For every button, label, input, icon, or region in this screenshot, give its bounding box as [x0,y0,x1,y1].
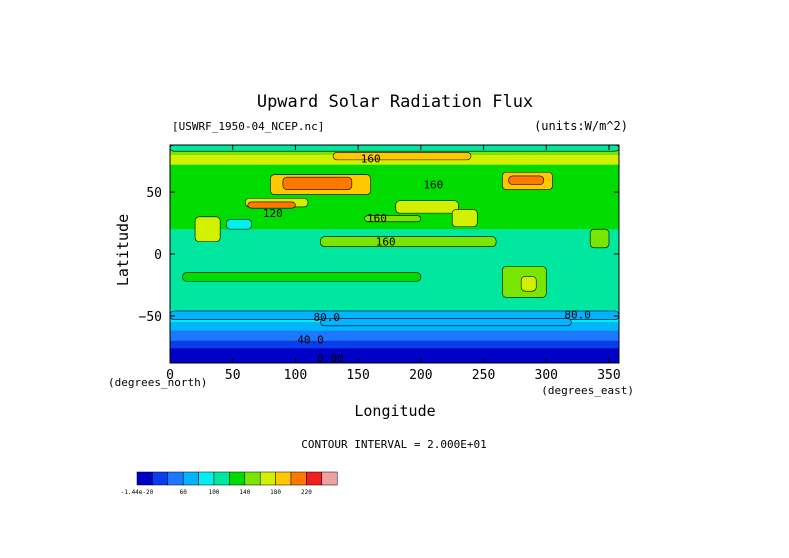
flux-region [395,200,459,214]
y-tick-label: 50 [146,186,162,201]
chart-units: (units:W/m^2) [534,119,628,133]
flux-region [589,228,610,249]
flux-region [451,209,478,228]
contour-labels: 160 160 160 160 120 80.0 80.0 40.0 0.00 [263,153,591,365]
colorbar-swatch [182,471,199,486]
chart-subtitle-file: [USWRF_1950-04_NCEP.nc] [172,120,324,133]
colorbar-label: 100 [209,489,220,496]
y-axis-note: (degrees_north) [108,376,207,389]
x-axis-note: (degrees_east) [541,384,634,397]
chart-title: Upward Solar Radiation Flux [257,92,533,112]
colorbar-label: 180 [270,489,281,496]
x-tick-label: 150 [346,368,369,383]
flux-region [364,215,422,223]
flux-region [508,175,545,185]
colorbar: -1.44e-20 60 100 140 180 220 [121,471,338,496]
contour-label: 160 [376,236,396,249]
x-axis: 0 50 100 150 200 250 300 350 [166,145,621,383]
latitude-band [170,348,619,363]
colorbar-swatch [136,471,153,486]
colorbar-swatch [167,471,184,486]
plot-area: 160 160 160 160 120 80.0 80.0 40.0 0.00 [169,144,620,365]
y-tick-label: −50 [139,310,162,325]
contour-label: 160 [423,179,443,192]
latitude-band [170,297,619,310]
latitude-band [170,330,619,341]
colorbar-swatch [290,471,307,486]
contour-label: 80.0 [564,309,591,322]
flux-regions [169,144,620,327]
contour-label: 160 [367,212,387,225]
x-tick-label: 200 [409,368,432,383]
colorbar-label: 60 [180,489,188,496]
colorbar-label: -1.44e-20 [121,489,154,496]
latitude-band [170,278,619,298]
latitude-band [170,322,619,331]
colorbar-label: 140 [239,489,250,496]
flux-region [169,144,620,152]
flux-region [182,272,422,282]
colorbar-swatch [213,471,230,486]
flux-region [320,236,497,247]
x-tick-label: 0 [166,368,174,383]
flux-region [226,219,252,230]
contour-label: 0.00 [317,352,344,365]
contour-label: 80.0 [314,311,341,324]
flux-region [320,318,572,327]
colorbar-swatch [321,471,338,486]
y-axis-label: Latitude [114,214,132,286]
y-tick-label: 0 [154,248,162,263]
flux-region [282,176,353,190]
contour-interval-note: CONTOUR INTERVAL = 2.000E+01 [301,438,486,451]
flux-region [194,216,221,242]
latitude-band [170,340,619,349]
flux-region [332,152,472,161]
flux-region [520,275,537,292]
colorbar-swatch [152,471,169,486]
x-axis-label: Longitude [354,402,435,420]
contour-label: 160 [361,153,381,166]
contour-label: 40.0 [297,333,324,346]
x-tick-label: 350 [597,368,620,383]
x-tick-label: 250 [472,368,495,383]
contour-label: 120 [263,207,283,220]
colorbar-swatch [306,471,323,486]
x-tick-label: 100 [284,368,307,383]
x-tick-label: 300 [535,368,558,383]
colorbar-swatch [198,471,215,486]
colorbar-swatch [229,471,246,486]
colorbar-swatch [275,471,292,486]
x-tick-label: 50 [225,368,241,383]
colorbar-label: 220 [301,489,312,496]
colorbar-swatch [259,471,276,486]
colorbar-swatch [244,471,261,486]
flux-region [247,201,296,209]
y-axis: 50 0 −50 [139,186,619,325]
